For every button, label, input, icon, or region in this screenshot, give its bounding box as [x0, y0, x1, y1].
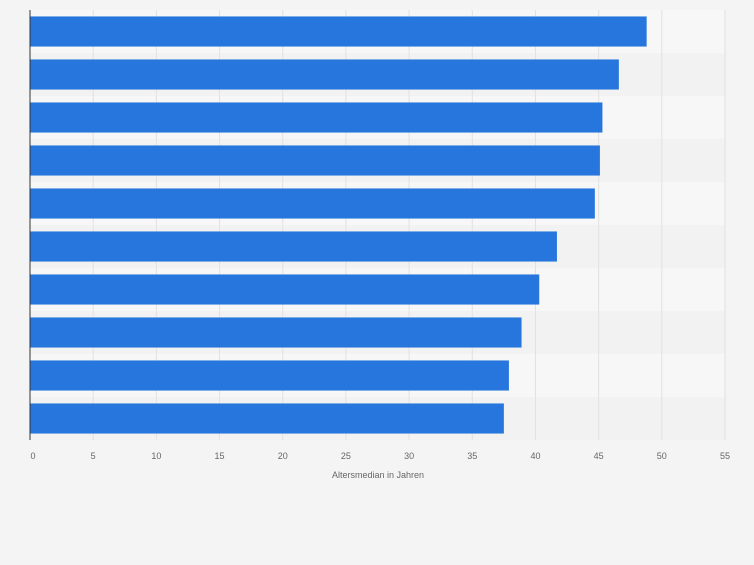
x-tick-label: 30 [404, 451, 414, 461]
x-tick-label: 40 [530, 451, 540, 461]
x-tick-label: 10 [151, 451, 161, 461]
bar[interactable] [30, 317, 522, 348]
x-tick-label: 50 [657, 451, 667, 461]
x-tick-labels: 0 5 10 15 20 25 30 35 40 45 50 55 [30, 451, 730, 461]
bar[interactable] [30, 102, 603, 133]
bar[interactable] [30, 59, 619, 90]
x-tick-label: 55 [720, 451, 730, 461]
bar[interactable] [30, 188, 595, 219]
bar[interactable] [30, 403, 504, 434]
x-tick-label: 25 [341, 451, 351, 461]
bar[interactable] [30, 360, 509, 391]
x-tick-label: 45 [594, 451, 604, 461]
x-tick-label: 20 [278, 451, 288, 461]
bars-group [30, 16, 647, 434]
x-tick-label: 35 [467, 451, 477, 461]
x-tick-label: 15 [215, 451, 225, 461]
x-tick-label: 5 [91, 451, 96, 461]
bar[interactable] [30, 274, 540, 305]
bar[interactable] [30, 231, 557, 262]
bar[interactable] [30, 145, 600, 176]
bar[interactable] [30, 16, 647, 47]
x-tick-label: 0 [30, 451, 35, 461]
x-axis-title: Altersmedian in Jahren [332, 470, 424, 480]
